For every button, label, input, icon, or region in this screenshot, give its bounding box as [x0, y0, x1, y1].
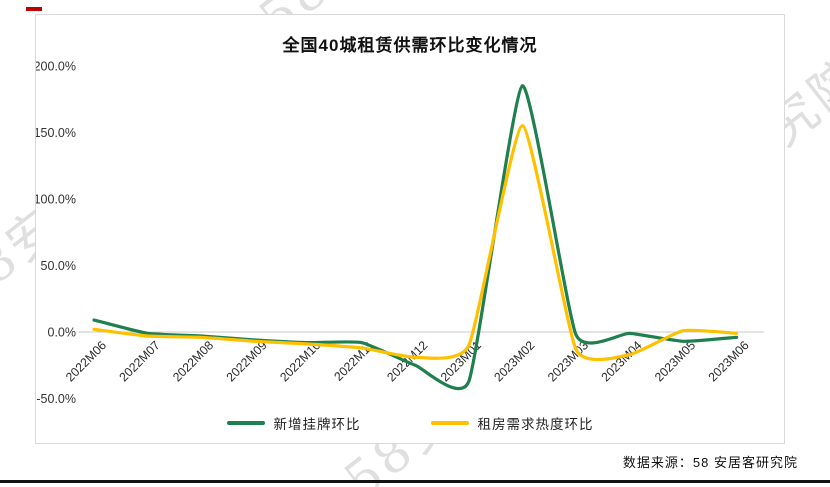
y-axis-label: 200.0% — [36, 59, 76, 73]
x-axis-label: 2022M07 — [117, 338, 163, 384]
y-axis-label: -50.0% — [36, 392, 76, 406]
chart-card: 全国40城租赁供需环比变化情况 200.0% 150.0% 100.0% 50.0% 0… — [35, 14, 785, 444]
legend-line-swatch-yellow — [430, 421, 469, 425]
x-axis-label: 2023M03 — [545, 338, 591, 384]
chart-legend: 新增挂牌环比 租房需求热度环比 — [36, 411, 784, 435]
legend-item-rental-demand: 租房需求热度环比 — [430, 413, 594, 433]
bottom-divider-line — [0, 480, 830, 483]
y-axis-label: 50.0% — [41, 259, 76, 273]
x-axis-label: 2022M06 — [63, 338, 109, 384]
legend-line-swatch-green — [226, 421, 265, 425]
data-source-note: 数据来源：58 安居客研究院 — [622, 455, 798, 470]
y-axis-label: 150.0% — [36, 126, 76, 140]
red-dash-mark — [26, 7, 42, 11]
legend-item-new-listings: 新增挂牌环比 — [226, 413, 361, 433]
chart-title: 全国40城租赁供需环比变化情况 — [282, 36, 538, 55]
x-axis-label: 2022M09 — [224, 338, 270, 384]
series-line-1 — [92, 124, 739, 362]
legend-label: 租房需求热度环比 — [477, 417, 594, 432]
x-axis-label: 2023M05 — [652, 338, 698, 384]
x-axis-label: 2023M04 — [598, 338, 644, 384]
x-axis-label: 2022M08 — [170, 338, 216, 384]
y-axis-label: 100.0% — [36, 192, 76, 206]
line-chart-plot: 200.0% 150.0% 100.0% 50.0% 0.0% -50.0% 2022M06… — [36, 59, 764, 406]
y-axis-label: 0.0% — [48, 326, 77, 340]
legend-label: 新增挂牌环比 — [273, 417, 361, 432]
x-axis-label: 2023M06 — [706, 338, 752, 384]
x-axis-label: 2023M02 — [491, 338, 537, 384]
